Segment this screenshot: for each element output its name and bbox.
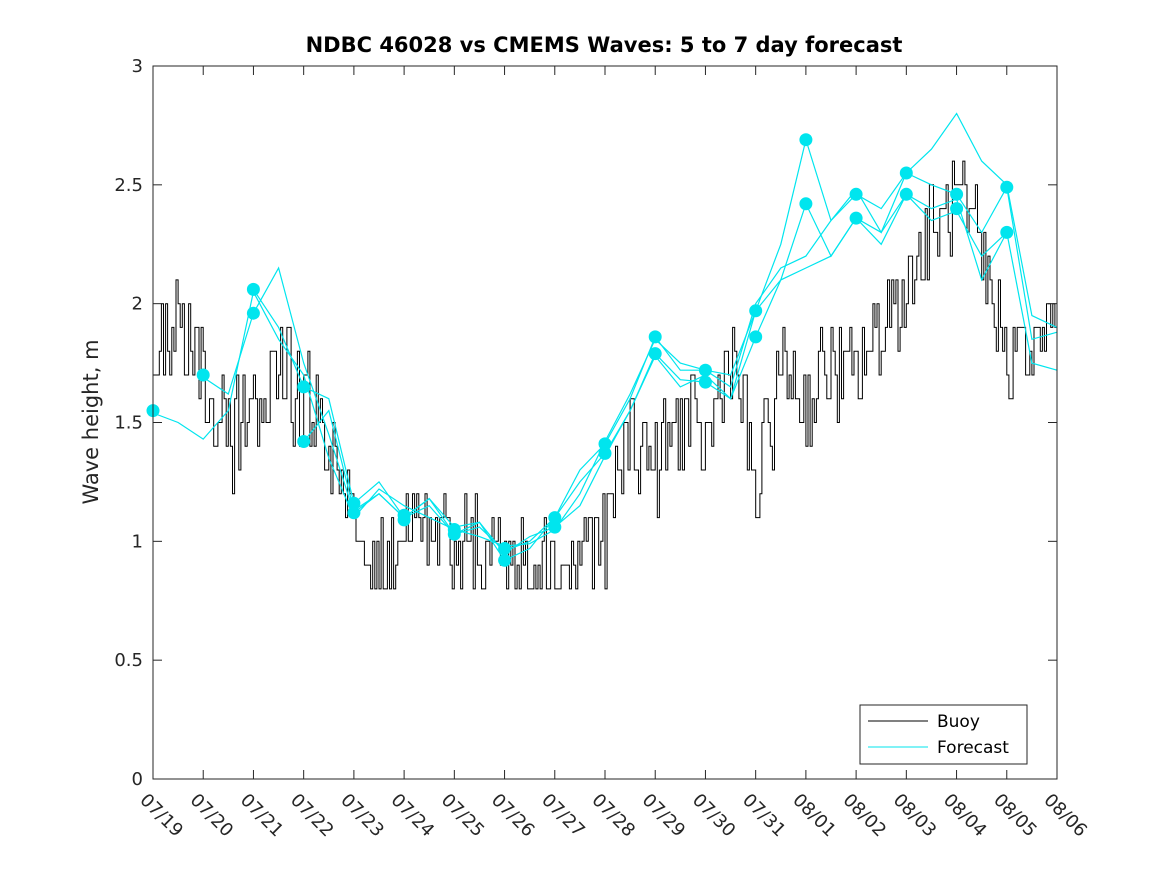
y-tick-label: 1 <box>132 531 143 552</box>
forecast-marker-33 <box>1000 180 1014 194</box>
y-tick-label: 3 <box>132 56 143 77</box>
forecast-marker-27 <box>849 187 863 201</box>
legend-buoy-label: Buoy <box>937 712 980 732</box>
buoy-line <box>153 160 1057 590</box>
x-tick-label: 07/23 <box>336 790 388 842</box>
forecast-marker-31 <box>950 187 964 201</box>
x-tick-label: 07/25 <box>437 790 489 842</box>
forecast-marker-18 <box>598 446 612 460</box>
forecast-marker-5 <box>297 380 311 394</box>
forecast-marker-16 <box>548 520 562 534</box>
legend: Buoy Forecast <box>859 704 1028 765</box>
forecast-marker-20 <box>648 347 662 361</box>
forecast-marker-3 <box>246 282 260 296</box>
x-tick-label: 07/24 <box>387 790 439 842</box>
forecast-marker-10 <box>397 513 411 527</box>
forecast-marker-8 <box>347 506 361 520</box>
forecast-line-1 <box>152 112 1058 547</box>
forecast-line-4 <box>303 193 1008 554</box>
forecast-marker-23 <box>749 304 763 318</box>
forecast-marker-17 <box>598 437 612 451</box>
forecast-marker-2 <box>196 368 210 382</box>
forecast-marker-14 <box>498 553 512 567</box>
x-tick-label: 07/21 <box>236 790 288 842</box>
x-tick-label: 07/31 <box>738 790 790 842</box>
y-tick-label: 2.5 <box>114 175 143 196</box>
y-axis-label: Wave height, m <box>79 339 103 504</box>
forecast-marker-30 <box>899 187 913 201</box>
y-tick-label: 1.5 <box>114 413 143 434</box>
forecast-marker-7 <box>347 496 361 510</box>
x-tick-label: 07/29 <box>638 790 690 842</box>
plot-frame <box>152 65 1058 780</box>
x-tick-label: 07/30 <box>688 790 740 842</box>
forecast-marker-15 <box>548 511 562 525</box>
legend-box <box>859 704 1028 765</box>
forecast-marker-6 <box>297 435 311 448</box>
forecast-marker-13 <box>498 542 512 555</box>
forecast-marker-32 <box>950 202 964 216</box>
plot-area <box>146 112 1058 590</box>
x-tick-label: 07/27 <box>537 790 589 842</box>
forecast-marker-29 <box>899 166 913 180</box>
forecast-marker-34 <box>1000 225 1014 239</box>
x-tick-label: 08/03 <box>889 790 941 842</box>
x-tick-label: 08/01 <box>788 790 840 842</box>
x-tick-label: 08/04 <box>939 790 991 842</box>
x-tick-label: 08/02 <box>839 790 891 842</box>
y-tick-label: 0.5 <box>114 650 143 671</box>
forecast-marker-4 <box>246 306 260 320</box>
forecast-marker-12 <box>447 527 461 541</box>
y-tick-label: 0 <box>132 769 143 790</box>
forecast-marker-21 <box>698 363 712 377</box>
x-tick-label: 07/28 <box>587 790 639 842</box>
chart-title: NDBC 46028 vs CMEMS Waves: 5 to 7 day fo… <box>306 33 903 57</box>
x-tick-label: 07/22 <box>286 790 338 842</box>
x-tick-label: 08/05 <box>989 790 1041 842</box>
forecast-marker-28 <box>849 211 863 225</box>
x-tick-label: 07/19 <box>135 790 187 842</box>
x-tick-label: 08/06 <box>1039 790 1091 842</box>
forecast-marker-19 <box>648 330 662 344</box>
y-tick-label: 2 <box>132 294 143 315</box>
x-tick-label: 07/26 <box>487 790 539 842</box>
forecast-marker-24 <box>749 330 763 344</box>
forecast-marker-26 <box>799 197 813 211</box>
legend-forecast-label: Forecast <box>937 738 1009 758</box>
forecast-marker-25 <box>799 133 813 147</box>
x-tick-label: 07/20 <box>186 790 238 842</box>
forecast-marker-22 <box>698 375 712 389</box>
